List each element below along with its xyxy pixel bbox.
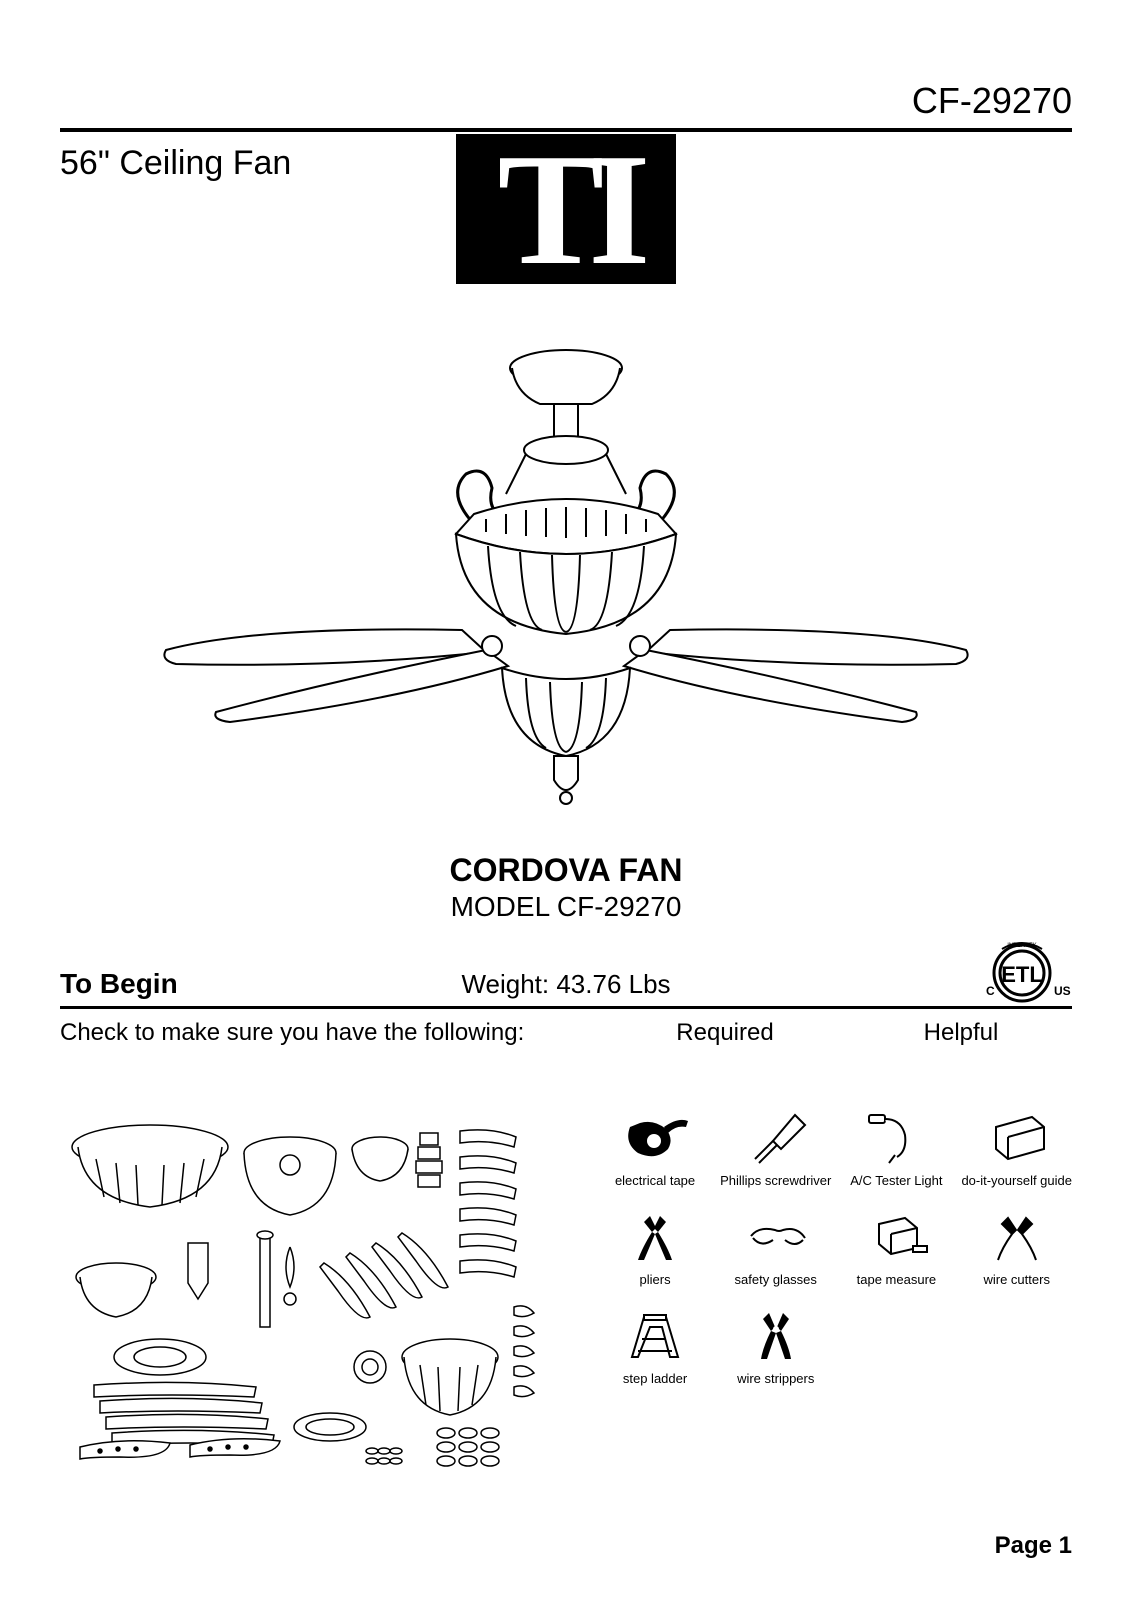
fan-svg <box>136 324 996 844</box>
wire-cutters-icon <box>982 1206 1052 1266</box>
to-begin-title: To Begin <box>60 968 178 1000</box>
product-name: CORDOVA FAN <box>60 852 1072 889</box>
tool-electrical-tape: electrical tape <box>600 1107 710 1188</box>
tool-label: pliers <box>640 1272 671 1287</box>
product-model: MODEL CF-29270 <box>60 891 1072 923</box>
wire-strippers-icon <box>741 1305 811 1365</box>
check-instruction: Check to make sure you have the followin… <box>60 1019 600 1047</box>
tool-phillips-screwdriver: Phillips screwdriver <box>720 1107 831 1188</box>
book-icon <box>982 1107 1052 1167</box>
screwdriver-icon <box>741 1107 811 1167</box>
header-row: 56" Ceiling Fan TI <box>60 144 1072 324</box>
tool-step-ladder: step ladder <box>600 1305 710 1386</box>
tape-measure-icon <box>861 1206 931 1266</box>
brand-logo: TI <box>456 134 676 284</box>
pliers-icon <box>620 1206 690 1266</box>
tool-label: do-it-yourself guide <box>961 1173 1072 1188</box>
svg-text:US: US <box>1054 984 1071 998</box>
ladder-icon <box>620 1305 690 1365</box>
required-label: Required <box>600 1019 850 1047</box>
tool-label: safety glasses <box>735 1272 817 1287</box>
tool-label: Phillips screwdriver <box>720 1173 831 1188</box>
tools-box: electrical tape Phillips screwdriver A/C… <box>600 1107 1072 1467</box>
fan-illustration <box>60 324 1072 844</box>
check-row: Check to make sure you have the followin… <box>60 1019 1072 1047</box>
tool-label: wire cutters <box>983 1272 1049 1287</box>
weight-label: Weight: 43.76 Lbs <box>461 969 670 1000</box>
tool-wire-cutters: wire cutters <box>961 1206 1072 1287</box>
tool-label: A/C Tester Light <box>850 1173 942 1188</box>
tool-label: step ladder <box>623 1371 687 1386</box>
tool-grid: electrical tape Phillips screwdriver A/C… <box>600 1107 1072 1386</box>
tool-guide: do-it-yourself guide <box>961 1107 1072 1188</box>
tool-safety-glasses: safety glasses <box>720 1206 831 1287</box>
tool-ac-tester: A/C Tester Light <box>841 1107 951 1188</box>
tool-pliers: pliers <box>600 1206 710 1287</box>
tool-label: electrical tape <box>615 1173 695 1188</box>
glasses-icon <box>741 1206 811 1266</box>
svg-text:INTERTEK: INTERTEK <box>1007 943 1037 949</box>
certification-mark: ETL C US INTERTEK <box>972 935 1072 1010</box>
brand-logo-text: TI <box>498 129 635 289</box>
helpful-label: Helpful <box>850 1019 1072 1047</box>
lower-section: electrical tape Phillips screwdriver A/C… <box>60 1107 1072 1467</box>
tool-wire-strippers: wire strippers <box>720 1305 831 1386</box>
svg-text:C: C <box>986 984 995 998</box>
tester-icon <box>861 1107 931 1167</box>
page-number: Page 1 <box>995 1532 1072 1560</box>
begin-row: To Begin Weight: 43.76 Lbs ETL C US INTE… <box>60 959 1072 1009</box>
tool-label: wire strippers <box>737 1371 814 1386</box>
size-label: 56" Ceiling Fan <box>60 144 291 183</box>
tool-tape-measure: tape measure <box>841 1206 951 1287</box>
parts-illustration <box>60 1107 580 1467</box>
tool-label: tape measure <box>857 1272 937 1287</box>
svg-text:ETL: ETL <box>1001 962 1043 987</box>
electrical-tape-icon <box>620 1107 690 1167</box>
